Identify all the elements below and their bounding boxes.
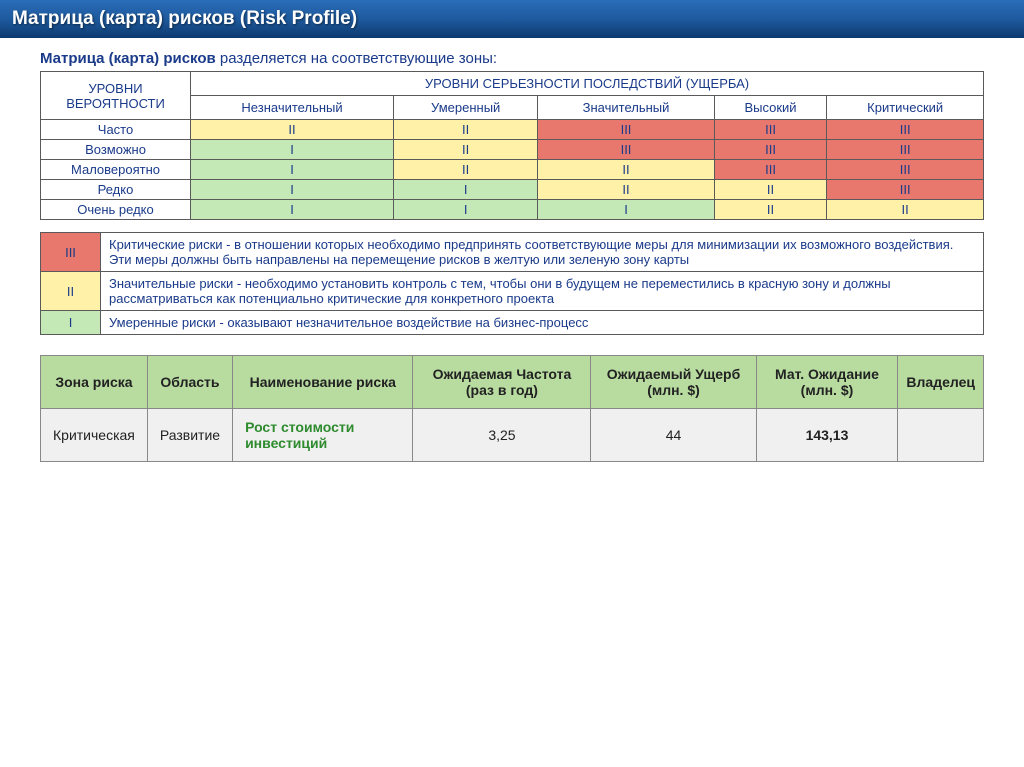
page-title: Матрица (карта) рисков (Risk Profile) bbox=[12, 8, 1012, 30]
cell-owner bbox=[898, 409, 984, 462]
data-col-header: Ожидаемая Частота (раз в год) bbox=[413, 356, 591, 409]
matrix-col-header: УРОВНИ СЕРЬЕЗНОСТИ ПОСЛЕДСТВИЙ (УЩЕРБА) bbox=[191, 72, 984, 96]
matrix-cell: III bbox=[538, 140, 714, 160]
cell-loss: 44 bbox=[591, 409, 756, 462]
cell-zone: Критическая bbox=[41, 409, 148, 462]
data-col-header: Наименование риска bbox=[233, 356, 413, 409]
matrix-row: Очень редкоIIIIIII bbox=[41, 200, 984, 220]
probability-level: Маловероятно bbox=[41, 160, 191, 180]
data-col-header: Область bbox=[147, 356, 232, 409]
matrix-cell: II bbox=[394, 140, 538, 160]
legend-code: I bbox=[41, 311, 101, 335]
matrix-cell: II bbox=[714, 200, 827, 220]
intro-bold: Матрица (карта) рисков bbox=[40, 50, 216, 67]
severity-level: Критический bbox=[827, 96, 984, 120]
matrix-cell: II bbox=[827, 200, 984, 220]
probability-level: Часто bbox=[41, 120, 191, 140]
probability-level: Возможно bbox=[41, 140, 191, 160]
legend-text: Умеренные риски - оказывают незначительн… bbox=[101, 311, 984, 335]
legend-text: Критические риски - в отношении которых … bbox=[101, 233, 984, 272]
matrix-cell: II bbox=[538, 160, 714, 180]
cell-name: Рост стоимости инвестиций bbox=[233, 409, 413, 462]
probability-level: Очень редко bbox=[41, 200, 191, 220]
matrix-cell: III bbox=[714, 140, 827, 160]
intro-text: Матрица (карта) рисков разделяется на со… bbox=[40, 50, 984, 67]
matrix-cell: I bbox=[191, 200, 394, 220]
severity-level: Высокий bbox=[714, 96, 827, 120]
probability-level: Редко bbox=[41, 180, 191, 200]
content-area: Матрица (карта) рисков разделяется на со… bbox=[0, 38, 1024, 474]
matrix-cell: I bbox=[191, 140, 394, 160]
severity-level: Умеренный bbox=[394, 96, 538, 120]
matrix-cell: I bbox=[538, 200, 714, 220]
severity-level: Значительный bbox=[538, 96, 714, 120]
matrix-cell: III bbox=[827, 160, 984, 180]
cell-area: Развитие bbox=[147, 409, 232, 462]
matrix-row: МаловероятноIIIIIIIIIII bbox=[41, 160, 984, 180]
matrix-row-header: УРОВНИ ВЕРОЯТНОСТИ bbox=[41, 72, 191, 120]
matrix-row: ЧастоIIIIIIIIIIIII bbox=[41, 120, 984, 140]
matrix-cell: III bbox=[827, 120, 984, 140]
legend-code: III bbox=[41, 233, 101, 272]
risk-data-table: Зона рискаОбластьНаименование рискаОжида… bbox=[40, 355, 984, 462]
matrix-cell: I bbox=[394, 180, 538, 200]
data-col-header: Владелец bbox=[898, 356, 984, 409]
legend-row: IIЗначительные риски - необходимо устано… bbox=[41, 272, 984, 311]
risk-matrix-table: УРОВНИ ВЕРОЯТНОСТИ УРОВНИ СЕРЬЕЗНОСТИ ПО… bbox=[40, 71, 984, 220]
legend-code: II bbox=[41, 272, 101, 311]
legend-row: IУмеренные риски - оказывают незначитель… bbox=[41, 311, 984, 335]
matrix-row: РедкоIIIIIIIII bbox=[41, 180, 984, 200]
data-col-header: Ожидаемый Ущерб (млн. $) bbox=[591, 356, 756, 409]
matrix-cell: I bbox=[191, 180, 394, 200]
data-col-header: Мат. Ожидание (млн. $) bbox=[756, 356, 898, 409]
cell-expect: 143,13 bbox=[756, 409, 898, 462]
data-header-row: Зона рискаОбластьНаименование рискаОжида… bbox=[41, 356, 984, 409]
matrix-cell: I bbox=[394, 200, 538, 220]
matrix-cell: II bbox=[714, 180, 827, 200]
legend-row: IIIКритические риски - в отношении котор… bbox=[41, 233, 984, 272]
matrix-cell: III bbox=[714, 160, 827, 180]
legend-text: Значительные риски - необходимо установи… bbox=[101, 272, 984, 311]
matrix-cell: III bbox=[827, 140, 984, 160]
severity-level: Незначительный bbox=[191, 96, 394, 120]
risk-name-text: Рост стоимости инвестиций bbox=[245, 419, 354, 451]
matrix-cell: II bbox=[394, 120, 538, 140]
matrix-row: ВозможноIIIIIIIIIIII bbox=[41, 140, 984, 160]
matrix-cell: III bbox=[714, 120, 827, 140]
page-header: Матрица (карта) рисков (Risk Profile) bbox=[0, 0, 1024, 38]
table-row: Критическая Развитие Рост стоимости инве… bbox=[41, 409, 984, 462]
matrix-cell: III bbox=[827, 180, 984, 200]
legend-table: IIIКритические риски - в отношении котор… bbox=[40, 232, 984, 335]
matrix-cell: II bbox=[191, 120, 394, 140]
matrix-cell: II bbox=[394, 160, 538, 180]
matrix-cell: I bbox=[191, 160, 394, 180]
cell-freq: 3,25 bbox=[413, 409, 591, 462]
intro-rest: разделяется на соответствующие зоны: bbox=[216, 50, 497, 67]
matrix-cell: II bbox=[538, 180, 714, 200]
matrix-cell: III bbox=[538, 120, 714, 140]
data-col-header: Зона риска bbox=[41, 356, 148, 409]
